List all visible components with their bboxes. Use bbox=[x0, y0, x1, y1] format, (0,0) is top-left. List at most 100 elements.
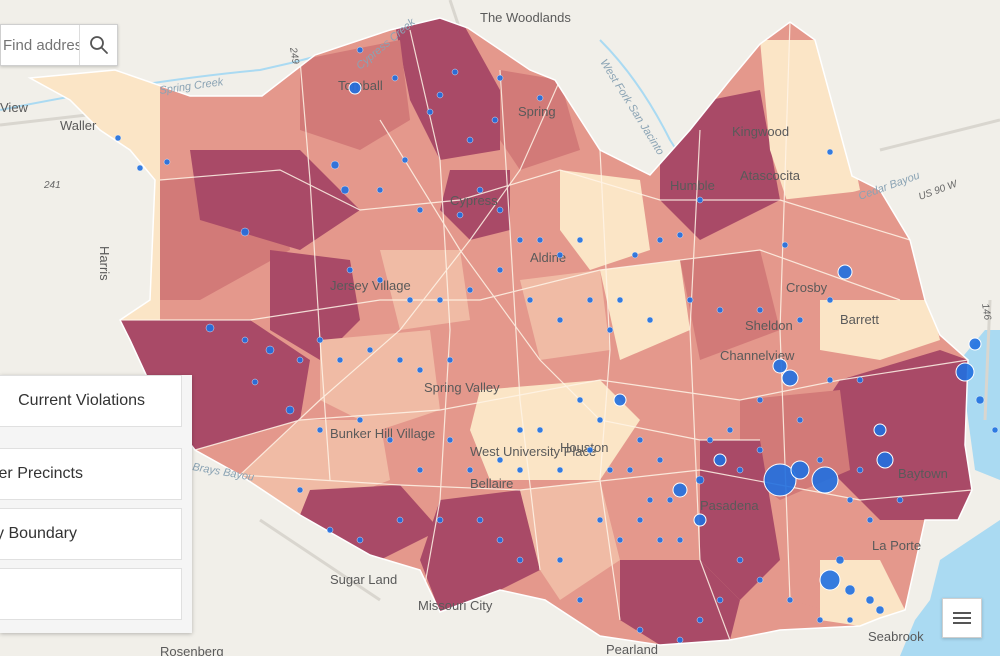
violation-point[interactable] bbox=[536, 236, 544, 244]
violation-point[interactable] bbox=[446, 436, 454, 444]
violation-point[interactable] bbox=[436, 516, 444, 524]
violation-point[interactable] bbox=[781, 369, 799, 387]
violation-point[interactable] bbox=[356, 536, 364, 544]
violation-point[interactable] bbox=[556, 556, 564, 564]
violation-point[interactable] bbox=[866, 516, 874, 524]
violation-point[interactable] bbox=[826, 376, 834, 384]
violation-point[interactable] bbox=[676, 536, 684, 544]
violation-point[interactable] bbox=[826, 296, 834, 304]
precinct[interactable] bbox=[300, 40, 410, 150]
violation-point[interactable] bbox=[646, 496, 654, 504]
violation-point[interactable] bbox=[436, 91, 444, 99]
violation-point[interactable] bbox=[356, 416, 364, 424]
violation-point[interactable] bbox=[556, 466, 564, 474]
violation-point[interactable] bbox=[330, 160, 340, 170]
violation-point[interactable] bbox=[796, 316, 804, 324]
violation-point[interactable] bbox=[386, 436, 394, 444]
violation-point[interactable] bbox=[819, 569, 841, 591]
violation-point[interactable] bbox=[516, 426, 524, 434]
violation-point[interactable] bbox=[636, 626, 644, 634]
violation-point[interactable] bbox=[837, 264, 853, 280]
violation-point[interactable] bbox=[796, 416, 804, 424]
violation-point[interactable] bbox=[416, 466, 424, 474]
violation-point[interactable] bbox=[316, 426, 324, 434]
violation-point[interactable] bbox=[136, 164, 144, 172]
violation-point[interactable] bbox=[875, 605, 885, 615]
violation-point[interactable] bbox=[826, 148, 834, 156]
violation-point[interactable] bbox=[326, 526, 334, 534]
violation-point[interactable] bbox=[240, 227, 250, 237]
violation-point[interactable] bbox=[781, 241, 789, 249]
precinct[interactable] bbox=[380, 250, 470, 330]
precinct[interactable] bbox=[520, 270, 610, 360]
violation-point[interactable] bbox=[426, 108, 434, 116]
violation-point[interactable] bbox=[672, 482, 688, 498]
precinct[interactable] bbox=[440, 170, 510, 240]
precinct[interactable] bbox=[600, 260, 690, 360]
violation-point[interactable] bbox=[636, 436, 644, 444]
violation-point[interactable] bbox=[496, 206, 504, 214]
violation-point[interactable] bbox=[693, 513, 707, 527]
precinct[interactable] bbox=[420, 490, 540, 612]
violation-point[interactable] bbox=[676, 636, 684, 644]
violation-point[interactable] bbox=[516, 466, 524, 474]
violation-point[interactable] bbox=[476, 186, 484, 194]
violation-point[interactable] bbox=[736, 466, 744, 474]
violation-point[interactable] bbox=[613, 393, 627, 407]
violation-point[interactable] bbox=[676, 231, 684, 239]
violation-point[interactable] bbox=[296, 486, 304, 494]
violation-point[interactable] bbox=[516, 236, 524, 244]
violation-point[interactable] bbox=[636, 516, 644, 524]
violation-point[interactable] bbox=[576, 236, 584, 244]
violation-point[interactable] bbox=[406, 296, 414, 304]
violation-point[interactable] bbox=[163, 158, 171, 166]
violation-point[interactable] bbox=[114, 134, 122, 142]
violation-point[interactable] bbox=[716, 306, 724, 314]
violation-point[interactable] bbox=[586, 446, 594, 454]
violation-point[interactable] bbox=[865, 595, 875, 605]
precinct[interactable] bbox=[390, 0, 500, 160]
violation-point[interactable] bbox=[285, 405, 295, 415]
violation-point[interactable] bbox=[713, 453, 727, 467]
violation-point[interactable] bbox=[491, 116, 499, 124]
violation-point[interactable] bbox=[756, 446, 764, 454]
precinct[interactable] bbox=[520, 480, 620, 600]
violation-point[interactable] bbox=[656, 456, 664, 464]
violation-point[interactable] bbox=[466, 136, 474, 144]
violation-point[interactable] bbox=[968, 337, 982, 351]
violation-point[interactable] bbox=[666, 496, 674, 504]
violation-point[interactable] bbox=[816, 616, 824, 624]
violation-point[interactable] bbox=[476, 516, 484, 524]
violation-point[interactable] bbox=[631, 251, 639, 259]
violation-point[interactable] bbox=[516, 556, 524, 564]
precinct[interactable] bbox=[320, 330, 440, 430]
violation-point[interactable] bbox=[772, 358, 788, 374]
precinct[interactable] bbox=[300, 485, 440, 560]
violation-point[interactable] bbox=[416, 366, 424, 374]
violation-point[interactable] bbox=[955, 362, 975, 382]
violation-point[interactable] bbox=[396, 356, 404, 364]
violation-point[interactable] bbox=[606, 466, 614, 474]
violation-point[interactable] bbox=[786, 596, 794, 604]
layer-county-boundary[interactable]: Harris County Boundary bbox=[0, 508, 182, 560]
violation-point[interactable] bbox=[596, 416, 604, 424]
violation-point[interactable] bbox=[876, 451, 894, 469]
search-input[interactable] bbox=[1, 26, 79, 64]
violation-point[interactable] bbox=[975, 395, 985, 405]
menu-button[interactable] bbox=[942, 598, 982, 638]
violation-point[interactable] bbox=[816, 456, 824, 464]
violation-point[interactable] bbox=[340, 185, 350, 195]
violation-point[interactable] bbox=[496, 74, 504, 82]
violation-point[interactable] bbox=[376, 276, 384, 284]
precinct[interactable] bbox=[700, 440, 780, 600]
violation-point[interactable] bbox=[496, 266, 504, 274]
violation-point[interactable] bbox=[205, 323, 215, 333]
precinct[interactable] bbox=[780, 190, 910, 300]
violation-point[interactable] bbox=[348, 81, 362, 95]
violation-point[interactable] bbox=[856, 466, 864, 474]
violation-point[interactable] bbox=[576, 396, 584, 404]
violation-point[interactable] bbox=[526, 296, 534, 304]
violation-point[interactable] bbox=[376, 186, 384, 194]
violation-point[interactable] bbox=[416, 206, 424, 214]
violation-point[interactable] bbox=[696, 616, 704, 624]
